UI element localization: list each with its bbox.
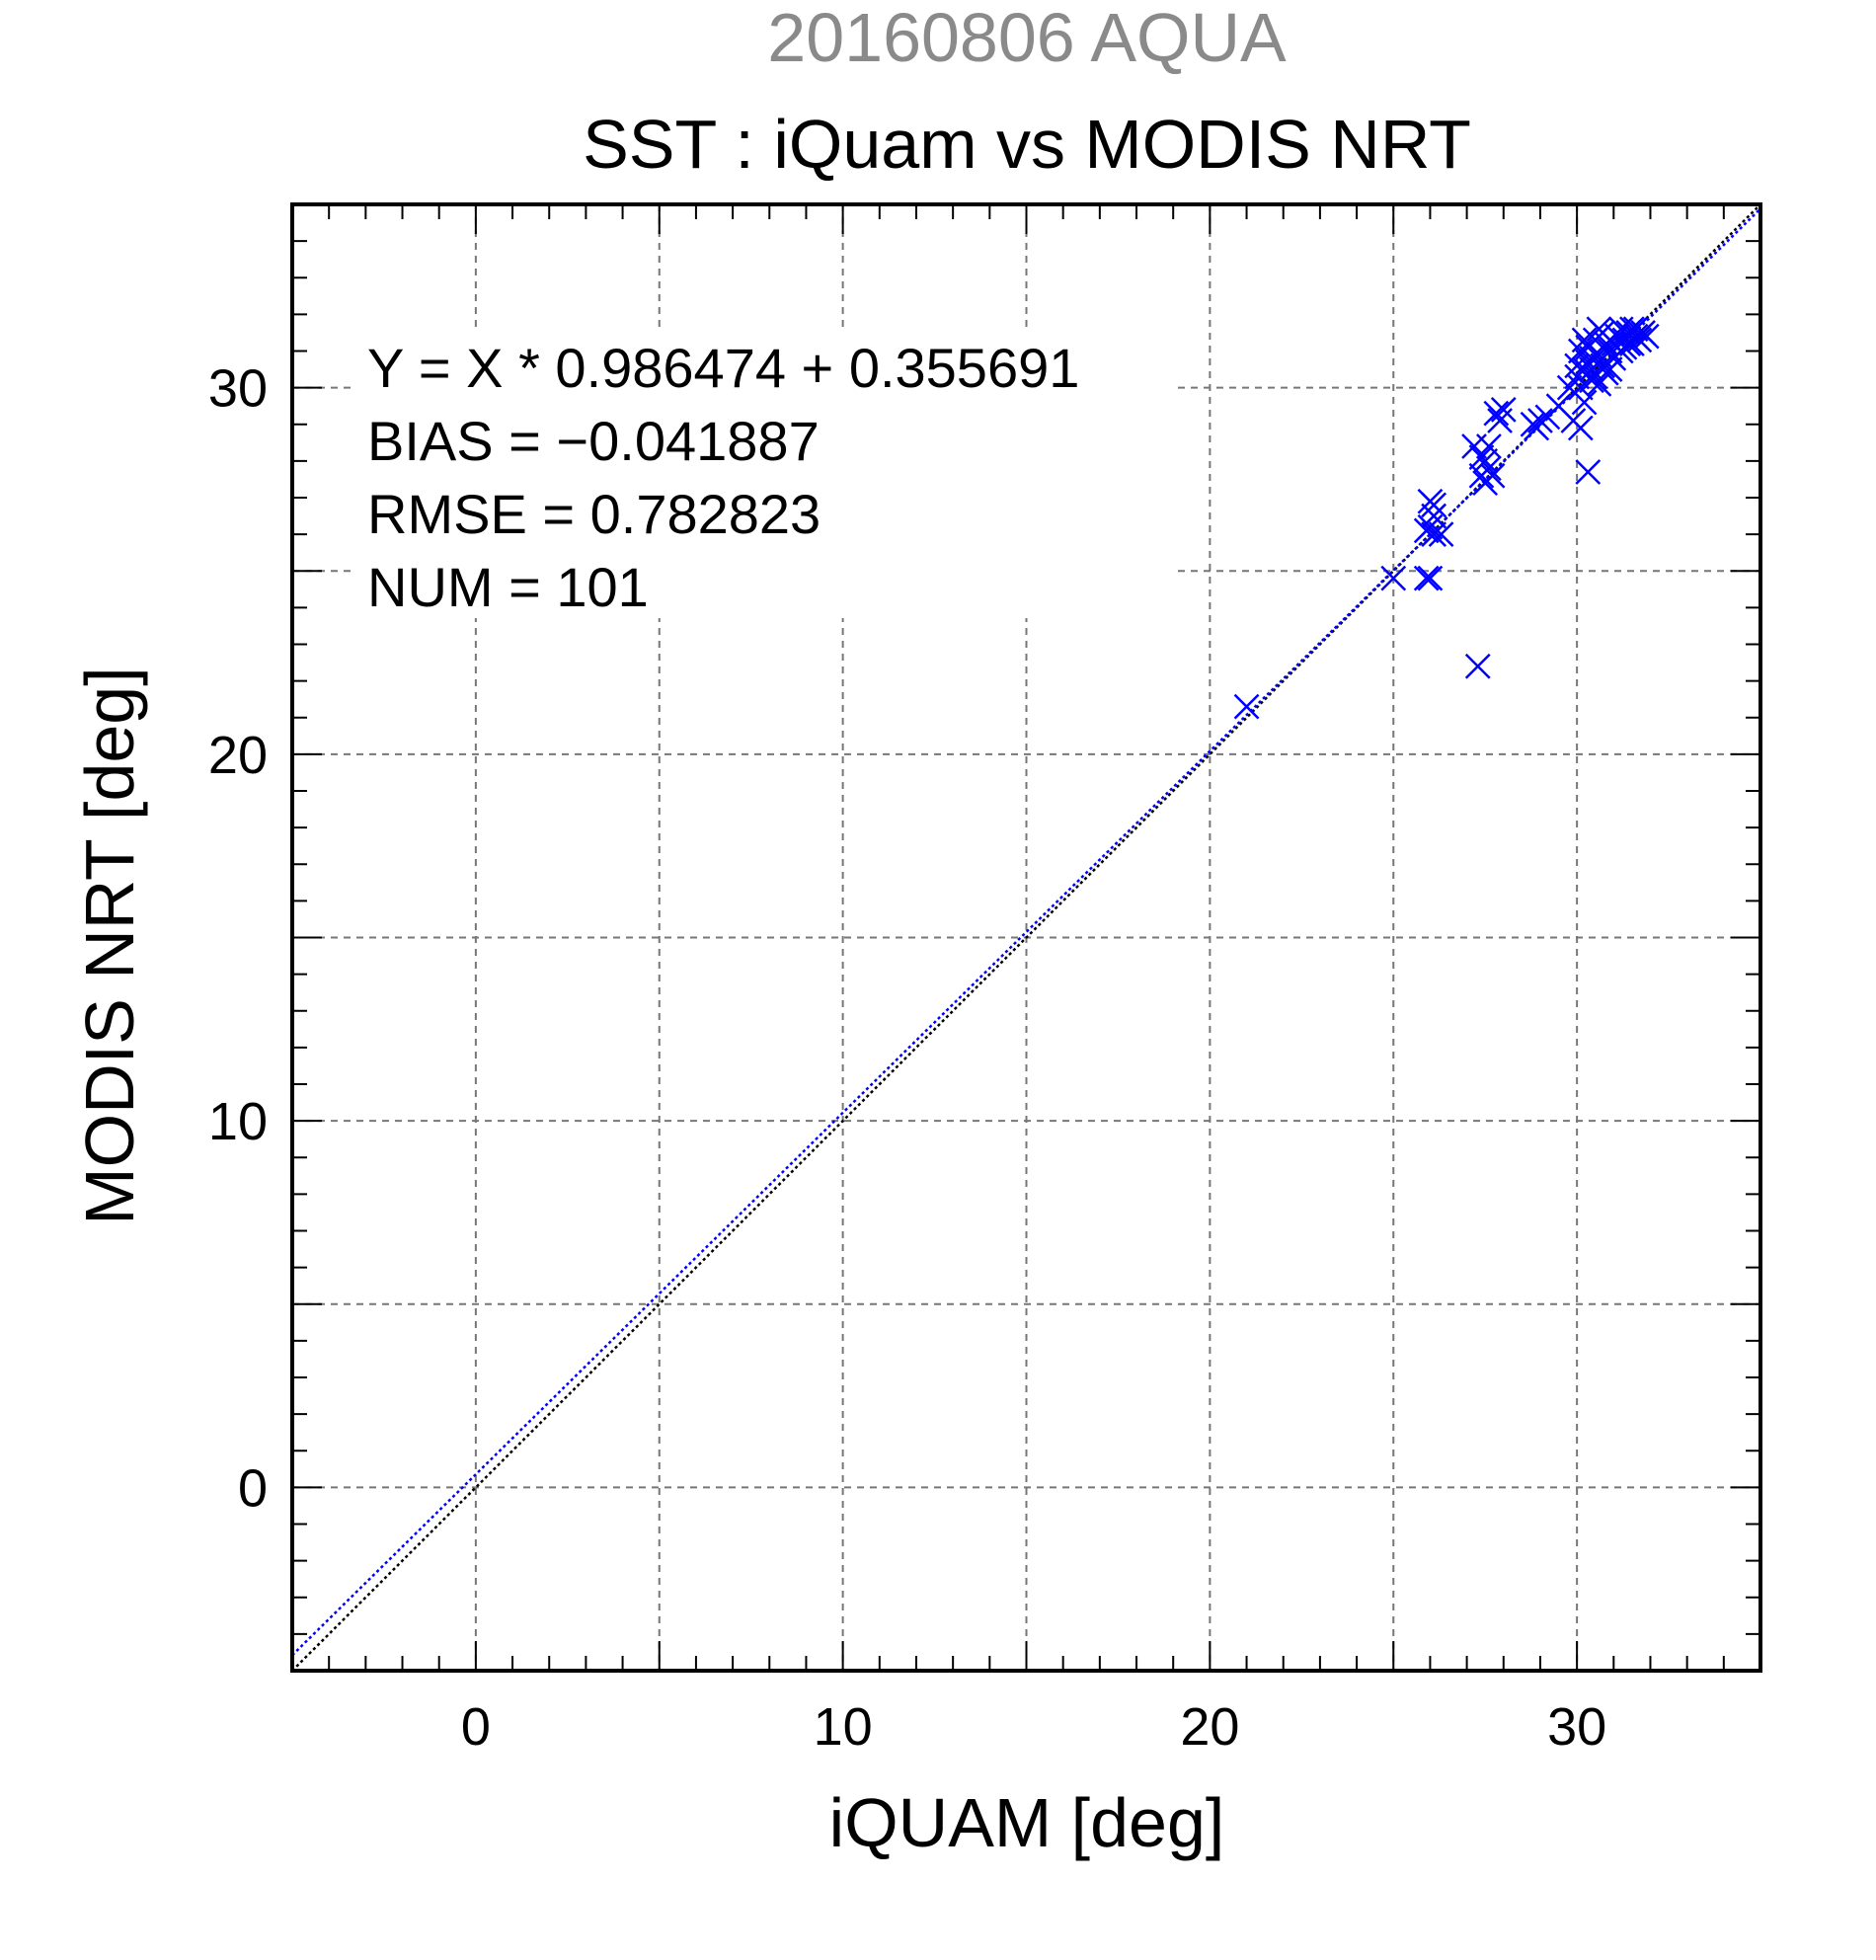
data-point-stroke bbox=[1633, 323, 1660, 350]
stats-annotation-line: Y = X * 0.986474 + 0.355691 bbox=[367, 337, 1079, 399]
plot-frame bbox=[290, 202, 1762, 1673]
data-point bbox=[1571, 389, 1598, 416]
data-point bbox=[1461, 433, 1487, 459]
y-tick-label: 20 bbox=[208, 726, 268, 785]
y-tick-label: 0 bbox=[238, 1458, 268, 1518]
fit-lines bbox=[292, 204, 1760, 1671]
y-tick-label: 10 bbox=[208, 1092, 268, 1151]
data-point bbox=[1597, 356, 1623, 382]
stats-annotation-background bbox=[351, 332, 1175, 618]
data-point-stroke bbox=[1487, 408, 1513, 433]
data-points bbox=[1233, 316, 1660, 720]
data-point-stroke bbox=[1476, 433, 1502, 459]
identity-line bbox=[292, 204, 1760, 1671]
data-point-stroke bbox=[1421, 521, 1447, 548]
data-point bbox=[1611, 334, 1638, 360]
data-point bbox=[1428, 521, 1454, 548]
data-point-stroke bbox=[1413, 565, 1440, 591]
data-point bbox=[1567, 338, 1594, 364]
data-point bbox=[1476, 455, 1502, 482]
data-point bbox=[1380, 565, 1407, 591]
data-point bbox=[1421, 503, 1447, 529]
data-point-stroke bbox=[1527, 408, 1553, 433]
data-point-stroke bbox=[1622, 316, 1649, 343]
data-point-stroke bbox=[1421, 503, 1447, 529]
data-point-stroke bbox=[1413, 517, 1440, 544]
data-point bbox=[1421, 521, 1447, 548]
data-point bbox=[1464, 653, 1491, 679]
chart-supertitle: 20160806 AQUA bbox=[767, 0, 1287, 76]
data-point-stroke bbox=[1579, 356, 1604, 382]
data-point-stroke bbox=[1567, 415, 1594, 441]
data-point-stroke bbox=[1468, 444, 1495, 471]
data-point bbox=[1476, 433, 1502, 459]
data-point bbox=[1483, 400, 1510, 427]
data-point bbox=[1479, 462, 1506, 489]
stats-annotation: Y = X * 0.986474 + 0.355691 BIAS = −0.041… bbox=[351, 332, 1175, 618]
x-tick-label: 0 bbox=[461, 1697, 491, 1757]
data-point bbox=[1586, 371, 1612, 397]
data-point-stroke bbox=[1556, 374, 1583, 401]
stats-annotation-line: BIAS = −0.041887 bbox=[367, 410, 820, 472]
data-point-stroke bbox=[1380, 565, 1407, 591]
data-point-stroke bbox=[1597, 356, 1623, 382]
x-axis-label: iQUAM [deg] bbox=[829, 1784, 1225, 1861]
data-point bbox=[1417, 565, 1444, 591]
x-tick-label: 20 bbox=[1180, 1697, 1239, 1757]
data-point-stroke bbox=[1586, 371, 1612, 397]
data-point-stroke bbox=[1479, 462, 1506, 489]
y-axis-label: MODIS NRT [deg] bbox=[71, 666, 148, 1224]
data-point-stroke bbox=[1417, 565, 1444, 591]
data-point-stroke bbox=[1567, 338, 1594, 364]
tick-labels: 0 0 10 10 20 20 30 30 bbox=[208, 359, 1606, 1757]
data-point-stroke bbox=[1464, 653, 1491, 679]
data-point-stroke bbox=[1483, 400, 1510, 427]
data-point-stroke bbox=[1619, 331, 1645, 356]
x-tick-label: 10 bbox=[814, 1697, 873, 1757]
data-point bbox=[1575, 459, 1602, 485]
chart-title: SST : iQuam vs MODIS NRT bbox=[583, 106, 1471, 183]
data-point bbox=[1633, 323, 1660, 350]
data-point bbox=[1413, 565, 1440, 591]
data-point bbox=[1413, 517, 1440, 544]
data-point-stroke bbox=[1545, 393, 1572, 420]
data-point-stroke bbox=[1611, 334, 1638, 360]
data-point-stroke bbox=[1571, 389, 1598, 416]
data-point bbox=[1586, 316, 1612, 343]
x-tick-label: 30 bbox=[1547, 1697, 1606, 1757]
data-point bbox=[1527, 408, 1553, 433]
data-point-stroke bbox=[1476, 455, 1502, 482]
data-point bbox=[1233, 693, 1260, 720]
data-point-stroke bbox=[1428, 521, 1454, 548]
data-point-stroke bbox=[1586, 316, 1612, 343]
data-point bbox=[1468, 444, 1495, 471]
data-point bbox=[1619, 331, 1645, 356]
stats-annotation-line: RMSE = 0.782823 bbox=[367, 483, 821, 545]
data-point-stroke bbox=[1233, 693, 1260, 720]
data-point bbox=[1487, 408, 1513, 433]
stats-annotation-line: NUM = 101 bbox=[367, 556, 649, 618]
data-point-stroke bbox=[1421, 492, 1447, 518]
data-point bbox=[1579, 356, 1604, 382]
data-point bbox=[1421, 492, 1447, 518]
data-point-stroke bbox=[1575, 459, 1602, 485]
data-point bbox=[1567, 415, 1594, 441]
data-point-stroke bbox=[1567, 374, 1594, 401]
data-point bbox=[1622, 316, 1649, 343]
y-tick-label: 30 bbox=[208, 359, 268, 419]
